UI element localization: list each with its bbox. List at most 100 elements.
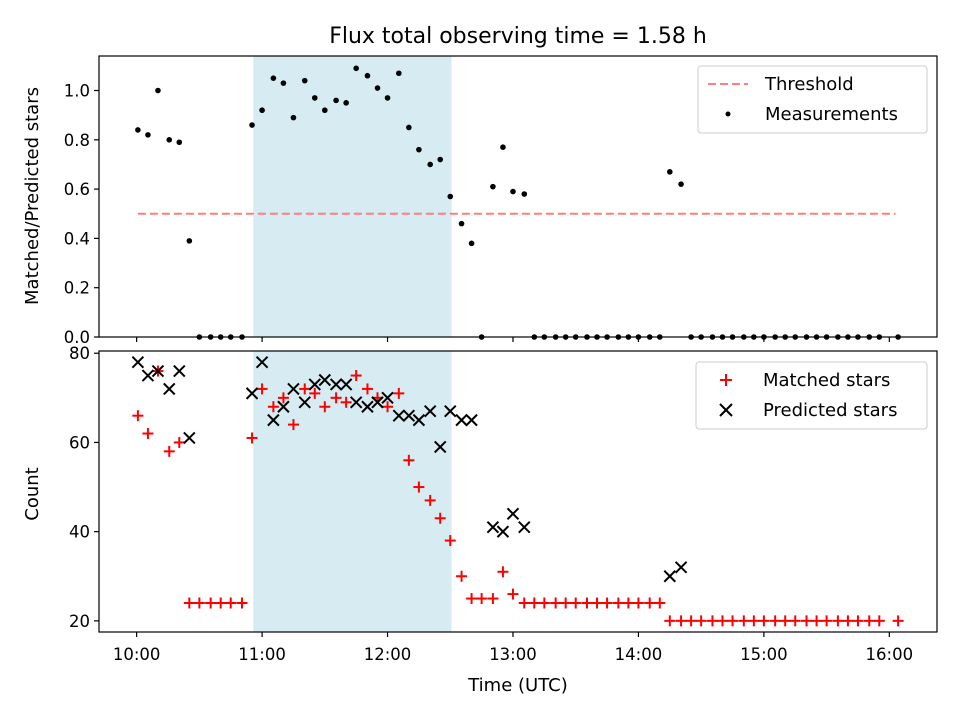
x-tick-label: 13:00 <box>489 645 537 664</box>
measurement-point <box>322 107 328 114</box>
predicted-point <box>329 378 343 391</box>
matched-point <box>832 615 844 627</box>
predicted-point <box>506 507 520 521</box>
bottom-legend: Matched stars Predicted stars <box>695 361 928 430</box>
matched-point <box>350 370 362 382</box>
predicted-point <box>287 382 300 396</box>
matched-point <box>685 615 697 627</box>
matched-point <box>622 597 634 609</box>
bottom-y-axis-label: Count <box>22 467 43 520</box>
matched-point <box>811 615 823 627</box>
measurement-point <box>384 95 391 101</box>
measurement-point <box>406 124 412 131</box>
predicted-point <box>298 396 311 409</box>
predicted-point <box>423 405 437 418</box>
top-axes-frame <box>98 55 938 338</box>
matched-point <box>821 615 833 627</box>
measurement-point <box>458 220 465 227</box>
matched-point <box>716 615 728 627</box>
measurement-point <box>416 146 422 153</box>
measurement-point <box>353 65 359 72</box>
matched-point <box>538 597 550 609</box>
matched-point <box>706 615 718 627</box>
matched-point <box>727 615 739 627</box>
bottom-axes-frame <box>98 350 938 633</box>
matched-point <box>581 597 593 609</box>
matched-point <box>299 383 311 395</box>
top-shaded-span <box>253 56 452 337</box>
matched-point <box>632 597 644 609</box>
matched-point <box>738 615 750 627</box>
matched-point <box>789 615 801 627</box>
x-tick-label: 14:00 <box>615 645 663 664</box>
matched-point <box>309 387 321 399</box>
matched-point <box>664 615 676 627</box>
matched-point <box>497 566 509 578</box>
predicted-point <box>371 396 384 409</box>
matched-point <box>466 593 478 605</box>
matched-point <box>560 597 572 609</box>
matched-point <box>550 597 562 609</box>
predicted-point <box>318 373 332 387</box>
measurement-point <box>343 100 349 106</box>
measurement-point <box>176 139 183 146</box>
predicted-point <box>381 391 394 405</box>
predicted-point <box>151 364 165 378</box>
x-tick-label: 10:00 <box>113 645 161 664</box>
measurement-point <box>374 85 381 91</box>
predicted-point <box>245 387 259 400</box>
matched-point <box>287 419 299 431</box>
top-legend: Threshold Measurements <box>697 65 928 134</box>
matched-point <box>277 392 289 404</box>
predicted-point <box>361 400 374 413</box>
top-y-tick-label: 0.0 <box>64 328 90 347</box>
legend-measurements-label: Measurements <box>765 104 898 125</box>
matched-point <box>183 597 195 609</box>
matched-point <box>487 593 499 605</box>
top-y-tick-label: 0.8 <box>64 131 90 150</box>
matched-point <box>361 383 373 395</box>
predicted-point <box>339 378 353 391</box>
matched-point <box>340 396 352 408</box>
matched-point <box>528 597 540 609</box>
matched-point <box>507 588 519 600</box>
matched-point <box>863 615 875 627</box>
matched-point <box>758 615 770 627</box>
measurement-point <box>364 72 371 79</box>
legend-predicted-swatch <box>719 403 733 417</box>
measurement-point <box>396 70 402 77</box>
bottom-y-tick-label: 40 <box>69 523 90 542</box>
matched-point <box>403 454 415 466</box>
matched-point <box>675 615 687 627</box>
matched-point <box>393 387 405 399</box>
matched-point <box>225 597 237 609</box>
measurement-point <box>678 181 684 187</box>
predicted-point <box>402 409 416 422</box>
measurement-point <box>666 169 673 175</box>
bottom-y-tick-label: 80 <box>69 344 90 363</box>
x-tick-label: 11:00 <box>238 645 286 664</box>
measurement-point <box>186 238 193 244</box>
matched-point <box>246 432 258 444</box>
predicted-point <box>163 382 176 396</box>
measurement-point <box>166 137 173 143</box>
bottom-y-tick-label: 60 <box>69 433 90 452</box>
predicted-point <box>255 355 269 369</box>
matched-point <box>842 615 854 627</box>
measurement-point <box>259 107 265 114</box>
matched-point <box>654 597 666 609</box>
top-y-tick-label: 1.0 <box>64 82 90 101</box>
legend-predicted-label: Predicted stars <box>763 400 897 421</box>
bottom-series-1 <box>132 365 904 627</box>
matched-point <box>434 512 446 524</box>
matched-point <box>256 383 268 395</box>
predicted-point <box>183 431 196 445</box>
top-y-tick-label: 0.6 <box>64 180 90 199</box>
matched-point <box>570 597 582 609</box>
measurement-point <box>249 122 255 128</box>
predicted-point <box>173 364 186 378</box>
matched-point <box>769 615 781 627</box>
predicted-point <box>663 570 677 583</box>
measurement-point <box>521 191 528 197</box>
measurement-point <box>301 77 308 84</box>
